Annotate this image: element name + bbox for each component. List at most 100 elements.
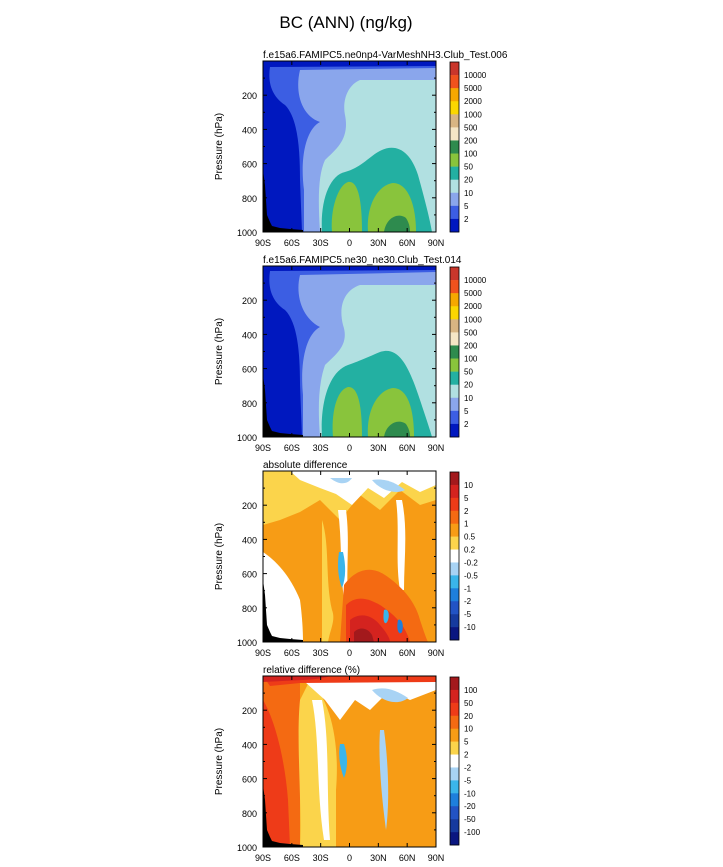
colorbar-segment [450, 192, 459, 207]
colorbar-segment [450, 702, 459, 717]
colorbar-label: 100 [464, 355, 478, 364]
y-tick-label: 400 [242, 125, 257, 135]
x-tick-label: 60S [284, 648, 300, 658]
colorbar-segment [450, 601, 459, 615]
colorbar-label: -5 [464, 610, 472, 619]
colorbar-label: 2 [464, 507, 469, 516]
colorbar-segment [450, 267, 459, 281]
y-tick-label: 600 [242, 365, 257, 375]
colorbar-segment [450, 484, 459, 499]
panel-title: f.e15a6.FAMIPC5.ne0np4-VarMeshNH3.Club_T… [263, 50, 508, 61]
colorbar-segment [450, 627, 459, 641]
x-tick-label: 60S [284, 238, 300, 248]
x-tick-label: 30S [313, 238, 329, 248]
y-tick-label: 1000 [237, 638, 257, 648]
colorbar-label: 2 [464, 751, 469, 760]
colorbar-segment [450, 806, 459, 820]
colorbar-segment [450, 832, 459, 846]
colorbar-label: 5 [464, 738, 469, 747]
x-ticks: 90S 60S 30S 0 30N 60N 90N [255, 266, 444, 453]
colorbar-label: 1 [464, 520, 469, 529]
region-near-zero [305, 682, 436, 720]
colorbar-label: 2000 [464, 97, 482, 106]
x-tick-label: 90S [255, 853, 271, 863]
colorbar-label: 0.5 [464, 533, 476, 542]
colorbar-segment [450, 562, 459, 576]
y-ticks: 200 400 600 800 1000 [237, 692, 436, 853]
region-near-zero-south [263, 552, 303, 642]
colorbar-segment [450, 767, 459, 781]
region-5-10 [263, 266, 436, 437]
region-20-50-south [263, 700, 290, 847]
y-axis-label: Pressure (hPa) [214, 523, 225, 590]
colorbar-label: 100 [464, 686, 478, 695]
topography [263, 170, 303, 232]
colorbar-segment [450, 575, 459, 589]
colorbar-segment [450, 319, 459, 333]
x-tick-label: 60N [399, 443, 416, 453]
colorbar-segment [450, 384, 459, 399]
colorbar-label: 2000 [464, 302, 482, 311]
y-tick-label: 600 [242, 775, 257, 785]
x-tick-label: 30N [370, 443, 387, 453]
x-tick-label: 60N [399, 648, 416, 658]
topography [263, 375, 303, 437]
x-tick-label: 0 [347, 238, 352, 248]
region-negative-top [372, 688, 408, 703]
colorbar-segment [450, 423, 459, 438]
colorbar-segment [450, 523, 459, 537]
colorbar-segment [450, 218, 459, 233]
region-negative-column [338, 552, 346, 588]
region-below-2 [263, 266, 436, 437]
colorbar-label: -2 [464, 763, 472, 772]
colorbar-label: -50 [464, 815, 476, 824]
region-100-200 [384, 421, 410, 437]
x-tick-label: 90S [255, 443, 271, 453]
colorbar-segment [450, 780, 459, 794]
colorbar-label: 200 [464, 341, 478, 350]
colorbar-label: 0.2 [464, 546, 476, 555]
colorbar-segment [450, 114, 459, 128]
colorbar-label: 2 [464, 420, 469, 429]
colorbar: 10 5 2 1 0.5 0.2 -0.2 -0.5 -1 -2 -5 -10 [449, 471, 478, 641]
x-tick-label: 90S [255, 648, 271, 658]
x-tick-label: 60N [399, 853, 416, 863]
colorbar-label: -0.2 [464, 558, 478, 567]
y-axis-label: Pressure (hPa) [214, 318, 225, 385]
colorbar-segment [450, 614, 459, 628]
colorbar-label: -2 [464, 597, 472, 606]
colorbar-segment [450, 715, 459, 729]
x-tick-label: 90S [255, 238, 271, 248]
region-100-200 [384, 215, 410, 232]
region-near-zero-top [290, 471, 436, 505]
y-ticks: 200 400 600 800 1000 [237, 487, 436, 648]
y-tick-label: 400 [242, 535, 257, 545]
x-ticks: 90S 60S 30S 0 30N 60N 90N [255, 676, 444, 863]
panel-1: f.e15a6.FAMIPC5.ne30_ne30.Club_Test.014 … [214, 255, 487, 453]
x-tick-label: 90N [428, 238, 445, 248]
colorbar-label: 5000 [464, 84, 482, 93]
colorbar-segment [450, 101, 459, 115]
x-tick-label: 90N [428, 443, 445, 453]
colorbar-label: 5 [464, 202, 469, 211]
colorbar-label: -10 [464, 789, 476, 798]
y-axis-label: Pressure (hPa) [214, 728, 225, 795]
region-below-2 [263, 61, 436, 232]
topography [263, 580, 303, 642]
colorbar-segment [450, 728, 459, 742]
colorbar-label: 10 [464, 481, 473, 490]
colorbar-segment [450, 689, 459, 704]
region-negative-noise-b [397, 619, 403, 634]
colorbar-label: 20 [464, 712, 473, 721]
x-ticks: 90S 60S 30S 0 30N 60N 90N [255, 471, 444, 658]
y-axis-label: Pressure (hPa) [214, 113, 225, 180]
y-tick-label: 200 [242, 91, 257, 101]
panel-3: relative difference (%) Pressure (hPa) 9… [214, 665, 481, 863]
y-tick-label: 200 [242, 706, 257, 716]
colorbar-label: 1000 [464, 110, 482, 119]
y-tick-label: 400 [242, 740, 257, 750]
colorbar-label: -10 [464, 623, 476, 632]
colorbar-label: 200 [464, 136, 478, 145]
colorbar-label: 50 [464, 163, 473, 172]
colorbar-segment [450, 497, 459, 512]
